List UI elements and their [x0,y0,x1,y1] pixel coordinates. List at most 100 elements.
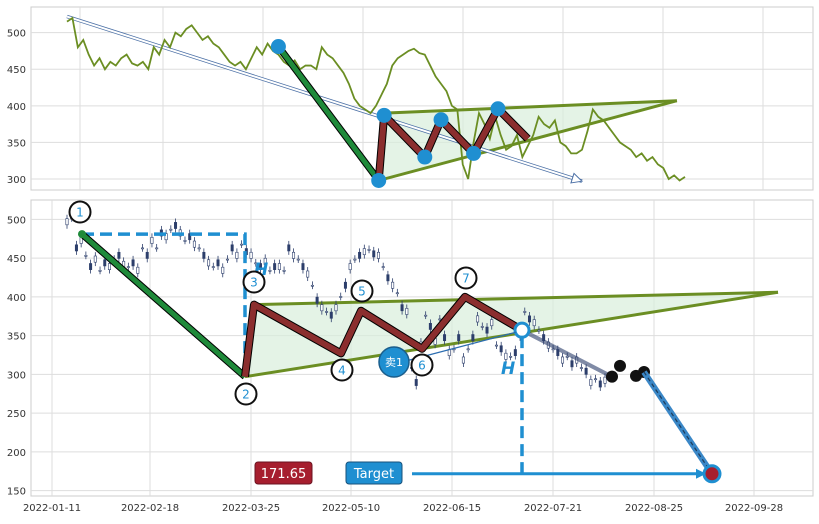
candle-body [273,263,277,270]
candle-body [381,266,385,268]
candle-body [169,228,173,231]
node-label-text: 5 [358,285,366,299]
candle-body [315,296,319,304]
candle-body [343,281,347,289]
node-label-text: 2 [242,388,250,402]
candle-body [188,233,192,241]
start-dot [78,230,86,239]
bottom-x-tick-label: 2022-02-18 [121,503,179,514]
top-lower-trendline [378,99,678,182]
candle-body [527,315,531,323]
candle-body [306,270,310,278]
candle-body [197,247,201,250]
candle-body [164,233,168,241]
candle-body [461,356,465,364]
top-pattern-node [490,101,506,117]
candle-body [339,296,343,298]
candle-body [537,329,541,332]
node-label-circle [410,353,434,377]
bottom-zigzag [242,293,524,378]
candle-body [287,244,291,252]
candle-body [443,334,447,342]
height-bracket [82,232,247,377]
node-label-text: 4 [338,364,346,378]
node-label-text: 3 [250,276,258,290]
candle-body [376,251,380,259]
target-label-box [345,461,403,485]
candle-body [131,259,135,267]
target-arrow-head [696,468,706,479]
candle-body [334,304,338,312]
candle-body [202,251,206,259]
candle-body [211,266,215,268]
top-trend-arrow-head [570,172,584,184]
top-pattern [270,39,531,188]
bottom-x-tick-label: 2022-09-28 [725,503,783,514]
bottom-x-tick-label: 2022-03-25 [222,503,280,514]
bottom-y-tick-label: 450 [7,254,26,265]
candle-body [485,326,489,334]
height-label-lower: H [501,359,515,379]
candle-body [225,258,229,261]
candle-body [93,255,97,263]
bottom-x-tick-label: 2022-08-25 [625,503,683,514]
top-y-tick-label: 300 [7,175,26,186]
candle-body [145,251,149,259]
candle-body [84,255,88,257]
candle-body [561,356,565,364]
candle-body [117,251,121,259]
candle-body [367,249,371,251]
candle-body [150,237,154,244]
candle-body [391,281,395,289]
bottom-x-ticks: 2022-01-11 2022-02-18 2022-03-25 2022-05-10… [23,503,783,514]
post-breakout-line [521,328,613,379]
candle-body [240,243,244,246]
candle-body [296,258,300,261]
candle-body [174,222,178,229]
candle-body [395,292,399,295]
candle-body [424,314,428,317]
candle-body [438,318,442,321]
candle-body [594,378,598,381]
top-panel: 300 350 400 450 500 [7,6,814,191]
top-y-ticks: 300 350 400 450 500 [7,29,26,186]
candle-body [362,248,366,256]
candle-body [263,257,267,265]
node-label-circle [68,200,92,224]
candle-body [494,344,498,347]
candle-body [155,247,159,250]
top-upper-trendline [384,99,677,115]
candle-body [428,323,432,330]
node-label-text: 1 [76,206,84,220]
candle-body [570,360,574,368]
bottom-y-ticks: 150 200 250 300 350 400 450 500 [7,215,26,497]
candle-body [504,352,508,360]
candle-body [277,263,281,270]
top-pattern-node [417,149,433,165]
candle-body [499,345,503,353]
candle-body [292,251,296,259]
candle-body [183,240,187,242]
top-trend-arrow-inner [66,15,583,183]
candle-body [89,263,93,270]
bottom-x-tick-label: 2022-07-21 [524,503,582,514]
black-dot [606,370,618,383]
candle-body [490,319,494,327]
candle-body [584,367,588,375]
top-pattern-node [376,107,392,123]
top-pattern-node [466,145,482,161]
node-label-circle [454,266,478,290]
candle-body [509,356,513,358]
candle-body [192,240,196,248]
candle-body [471,334,475,342]
bottom-y-tick-label: 300 [7,370,26,381]
candle-body [480,326,484,328]
candle-body [254,262,258,265]
top-y-tick-label: 450 [7,65,26,76]
candle-body [358,251,362,259]
candle-body [523,311,527,313]
candle-body [268,270,272,272]
bottom-x-tick-label: 2022-06-15 [423,503,481,514]
